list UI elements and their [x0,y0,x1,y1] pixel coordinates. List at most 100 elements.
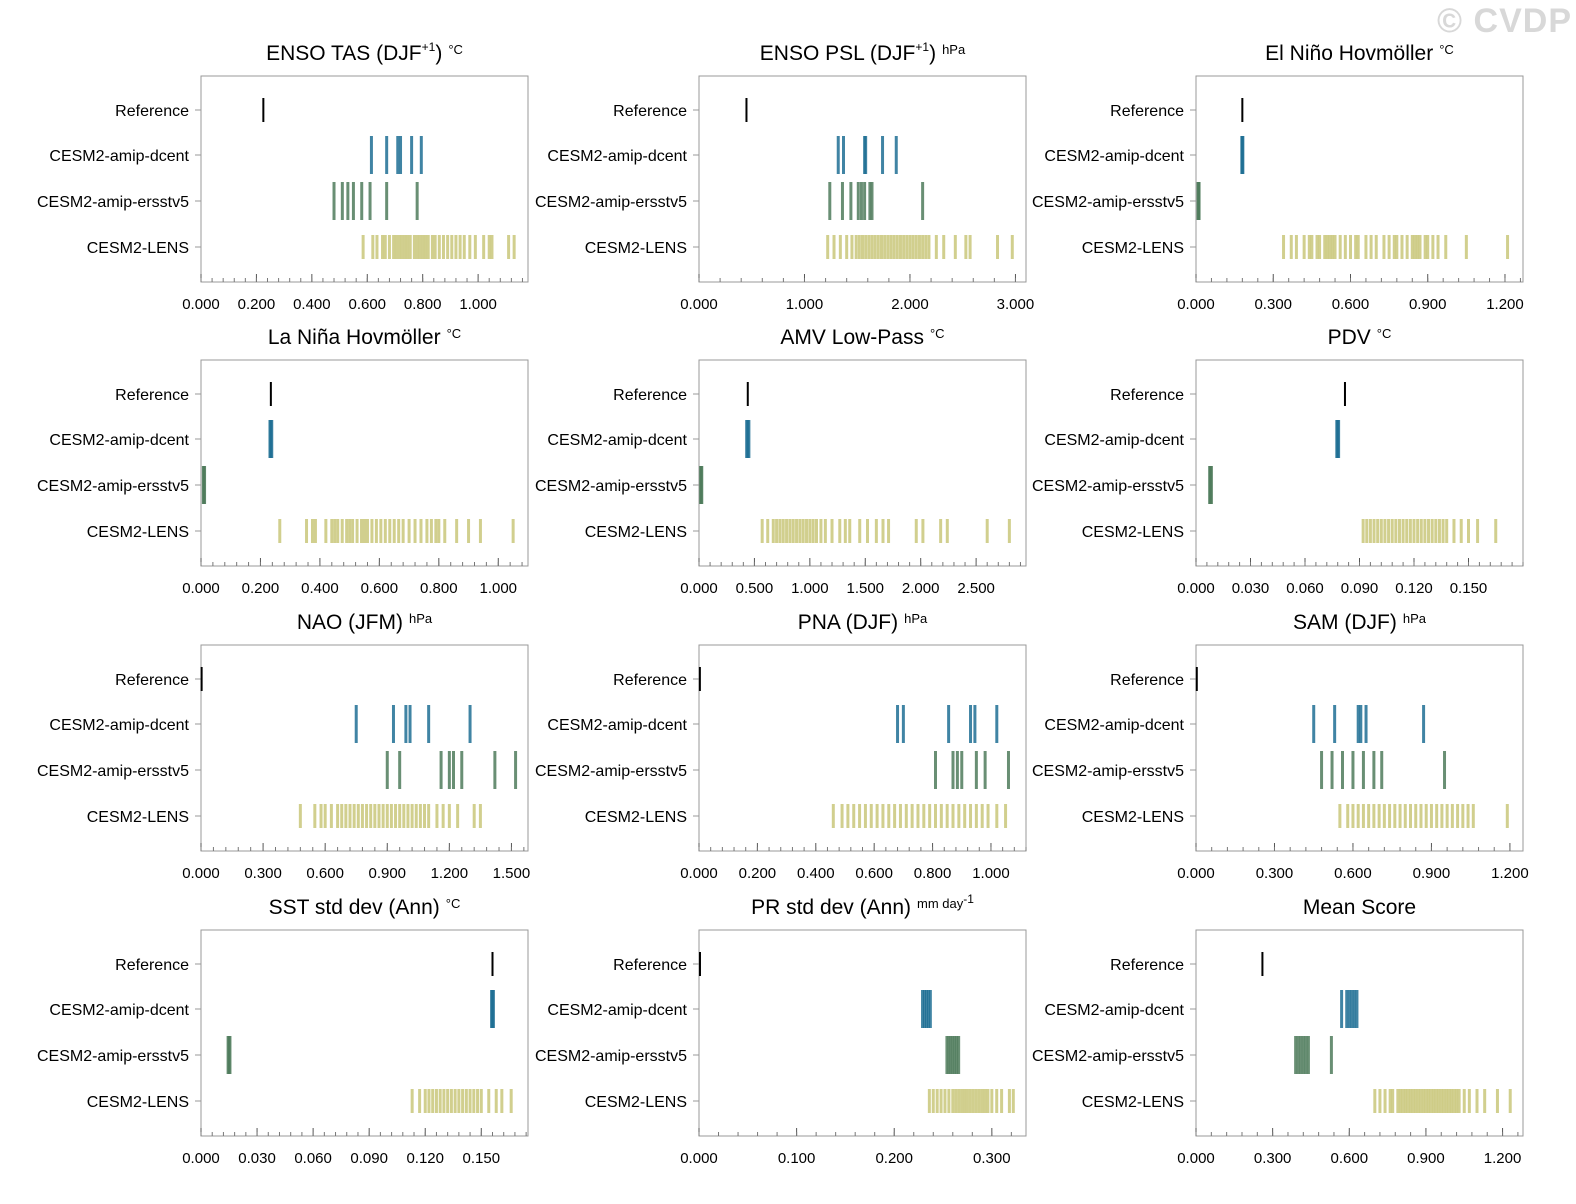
row-label: CESM2-amip-ersstv5 [1032,478,1184,495]
row-label: CESM2-LENS [1082,240,1184,257]
row-label: CESM2-amip-dcent [49,432,189,449]
x-tick-label: 0.800 [914,865,952,882]
panel-title: Mean Score [1303,896,1416,919]
row-label: CESM2-amip-ersstv5 [37,478,189,495]
row-label: CESM2-amip-ersstv5 [1032,763,1184,780]
row-label: Reference [1110,103,1184,120]
panel-unit: hPa [942,42,966,57]
panel-2: El Niño Hovmöller °C Reference CESM2-amip-d… [1032,42,1524,313]
panel-7: PNA (DJF) hPa Reference CESM2-amip-dcent CES… [535,611,1027,882]
panel-title-text: El Niño Hovmöller [1265,42,1433,65]
panel-title-superscript: +1 [422,40,436,54]
x-tick-label: 0.200 [739,865,777,882]
x-tick-label: 0.000 [680,1150,718,1167]
row-label: Reference [613,387,687,404]
row-label: CESM2-LENS [87,240,189,257]
panel-title-text: NAO (JFM) [297,611,403,634]
row-label: CESM2-amip-dcent [547,1002,687,1019]
x-tick-label: 0.900 [368,865,406,882]
x-tick-label: 0.600 [306,865,344,882]
x-tick-label: 0.000 [182,580,220,597]
panel-unit: hPa [904,611,928,626]
panel-frame [698,75,1027,283]
panel-title: SAM (DJF) hPa [1293,611,1427,634]
panel-11: Mean Score Reference CESM2-amip-dcent CESM2… [1032,896,1524,1167]
x-tick-label: 0.000 [680,296,718,313]
panel-frame [1195,644,1524,852]
panel-frame [698,929,1027,1137]
panel-frame [1195,75,1524,283]
row-label: CESM2-amip-ersstv5 [1032,1048,1184,1065]
row-label: CESM2-amip-dcent [547,432,687,449]
row-label: CESM2-LENS [87,1094,189,1111]
panel-title-text: Mean Score [1303,896,1416,919]
panel-frame [200,644,529,852]
panel-unit: °C [446,896,461,911]
x-tick-label: 0.150 [463,1150,501,1167]
row-label: Reference [613,672,687,689]
row-label: CESM2-LENS [585,524,687,541]
row-label: CESM2-amip-dcent [1044,717,1184,734]
panel-title-text: AMV Low-Pass [780,326,924,349]
x-tick-label: 0.000 [680,865,718,882]
row-label: CESM2-LENS [585,809,687,826]
row-label: Reference [1110,672,1184,689]
row-label: CESM2-amip-ersstv5 [535,763,687,780]
panel-frame [200,359,529,567]
panel-title: ENSO PSL (DJF+1) hPa [760,40,966,65]
x-tick-label: 0.400 [797,865,835,882]
x-tick-label: 0.060 [294,1150,332,1167]
x-tick-label: 0.400 [293,296,331,313]
row-label: Reference [1110,957,1184,974]
x-tick-label: 0.030 [238,1150,276,1167]
row-label: CESM2-LENS [87,809,189,826]
x-tick-label: 0.300 [244,865,282,882]
x-tick-label: 0.900 [1407,1150,1445,1167]
panel-title: La Niña Hovmöller °C [268,326,461,349]
row-label: Reference [115,387,189,404]
panel-title-text: ENSO TAS (DJF [266,42,422,65]
panel-frame [200,75,529,283]
x-tick-label: 1.000 [972,865,1010,882]
x-tick-label: 0.300 [1254,296,1292,313]
x-tick-label: 0.600 [361,580,399,597]
x-tick-label: 0.000 [182,865,220,882]
panel-6: NAO (JFM) hPa Reference CESM2-amip-dcent CES… [37,611,530,882]
x-tick-label: 0.090 [350,1150,388,1167]
panel-title: AMV Low-Pass °C [780,326,944,349]
panel-title: PDV °C [1328,326,1392,349]
x-tick-label: 0.000 [1177,1150,1215,1167]
panel-10: PR std dev (Ann) mm day-1 Reference CESM2-a… [535,892,1027,1167]
row-label: CESM2-amip-dcent [547,148,687,165]
row-label: CESM2-amip-dcent [1044,1002,1184,1019]
x-tick-label: 0.600 [1334,865,1372,882]
x-tick-label: 1.000 [786,296,824,313]
x-tick-label: 0.800 [420,580,458,597]
panel-title-text: PDV [1328,326,1371,349]
row-label: CESM2-amip-dcent [49,1002,189,1019]
row-label: CESM2-amip-ersstv5 [535,1048,687,1065]
x-tick-label: 0.060 [1286,580,1324,597]
x-tick-label: 0.000 [1177,865,1215,882]
row-label: CESM2-LENS [1082,1094,1184,1111]
x-tick-label: 0.200 [238,296,276,313]
x-tick-label: 0.150 [1450,580,1488,597]
panel-0: ENSO TAS (DJF+1) °C Reference CESM2-amip-dc… [37,40,529,313]
panel-title: ENSO TAS (DJF+1) °C [266,40,463,65]
x-tick-label: 0.900 [1413,865,1451,882]
x-tick-label: 2.000 [891,296,929,313]
panel-unit: °C [447,326,462,341]
panel-unit: °C [448,42,463,57]
x-tick-label: 1.000 [479,580,517,597]
panel-frame [200,929,529,1137]
row-label: CESM2-LENS [1082,524,1184,541]
x-tick-label: 1.200 [431,865,469,882]
panel-title-text: ENSO PSL (DJF [760,42,916,65]
panel-frame [1195,359,1524,567]
row-label: CESM2-LENS [585,240,687,257]
row-label: CESM2-amip-ersstv5 [535,194,687,211]
row-label: CESM2-amip-ersstv5 [37,763,189,780]
panel-title: PR std dev (Ann) mm day-1 [751,892,974,919]
x-tick-label: 0.090 [1341,580,1379,597]
